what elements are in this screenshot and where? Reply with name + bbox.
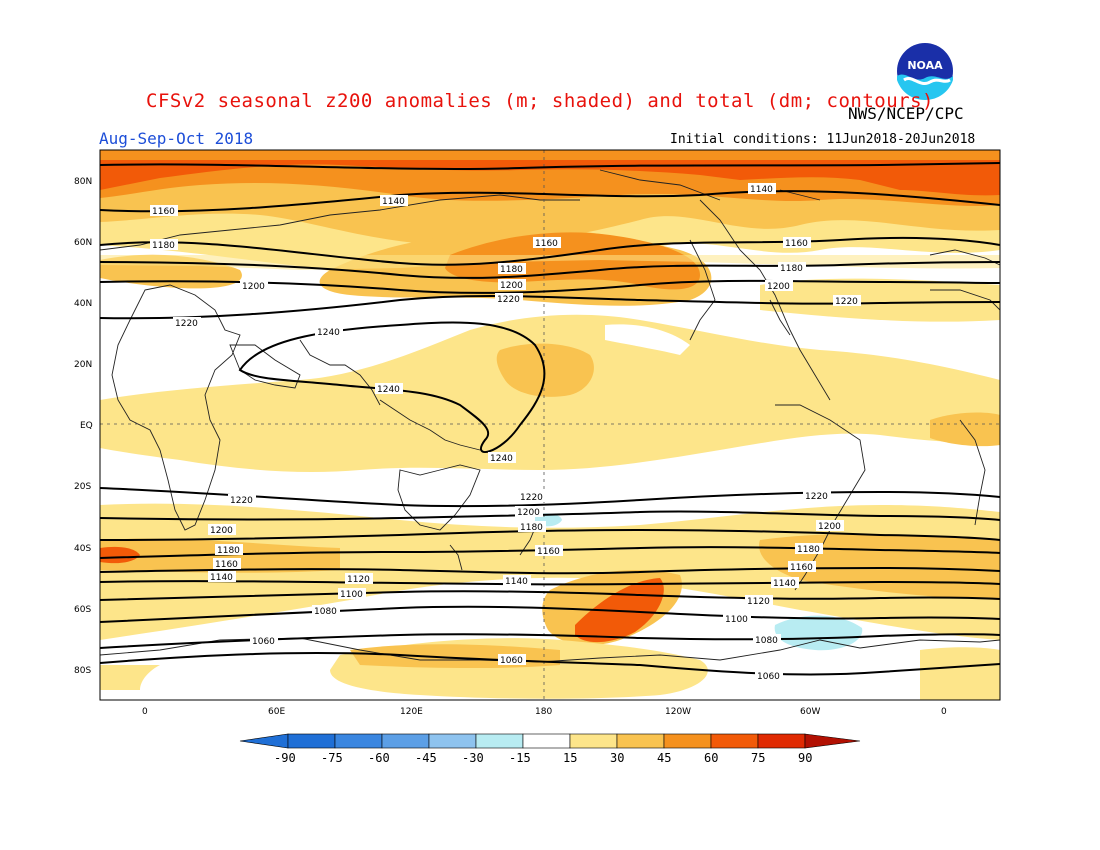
contour-label: 1060 xyxy=(252,637,275,647)
colorbar-tick: 30 xyxy=(610,751,624,765)
contour-label: 1220 xyxy=(835,297,858,307)
colorbar-tick: -15 xyxy=(509,751,531,765)
colorbar-swatch xyxy=(287,733,336,749)
colorbar-tick: -75 xyxy=(321,751,343,765)
colorbar-tick: -90 xyxy=(274,751,296,765)
longitude-labels: 0 60E 120E 180 120W 60W 0 xyxy=(142,707,947,717)
map-frame xyxy=(99,149,1001,701)
colorbar-swatch xyxy=(475,733,524,749)
contour-label: 1160 xyxy=(152,207,175,217)
contour-label: 1200 xyxy=(242,282,265,292)
contour-label: 1100 xyxy=(340,590,363,600)
lat-label: 60N xyxy=(74,238,92,248)
colorbar-arrow-left xyxy=(239,733,289,749)
height-contours xyxy=(100,162,1000,676)
contour-label: 1240 xyxy=(377,385,400,395)
contour-label: 1120 xyxy=(347,575,370,585)
colorbar-swatch xyxy=(381,733,430,749)
colorbar-swatch xyxy=(334,733,383,749)
colorbar-tick: 45 xyxy=(657,751,671,765)
contour-label: 1060 xyxy=(757,672,780,682)
lon-label: 120E xyxy=(400,707,423,717)
contour-label: 1180 xyxy=(500,265,523,275)
colorbar-swatch xyxy=(663,733,712,749)
contour-label: 1080 xyxy=(314,607,337,617)
colorbar-swatch xyxy=(522,733,571,749)
contour-label: 1200 xyxy=(818,522,841,532)
colorbar-swatch xyxy=(757,733,806,749)
colorbar-swatch xyxy=(616,733,665,749)
lat-label: 20N xyxy=(74,360,92,370)
contour-label: 1200 xyxy=(500,281,523,291)
noaa-logo-icon: NOAA xyxy=(895,41,955,101)
contour-label: 1160 xyxy=(537,547,560,557)
initial-conditions-label: Initial conditions: 11Jun2018-20Jun2018 xyxy=(670,132,976,147)
contour-label: 1200 xyxy=(767,282,790,292)
colorbar-swatch xyxy=(569,733,618,749)
contour-label: 1220 xyxy=(520,493,543,503)
contour-label: 1060 xyxy=(500,656,523,666)
colorbar-tick: 60 xyxy=(704,751,718,765)
lat-label: 40S xyxy=(74,544,91,554)
lon-label: 60W xyxy=(800,707,820,717)
contour-label: 1200 xyxy=(517,508,540,518)
lat-label: EQ xyxy=(80,421,93,431)
contour-label: 1180 xyxy=(520,523,543,533)
contour-label: 1220 xyxy=(175,319,198,329)
contour-label: 1220 xyxy=(497,295,520,305)
contour-label: 1180 xyxy=(152,241,175,251)
colorbar-swatch xyxy=(428,733,477,749)
contour-label: 1220 xyxy=(805,492,828,502)
contour-label: 1180 xyxy=(797,545,820,555)
contour-label: 1160 xyxy=(215,560,238,570)
logo-text: NOAA xyxy=(907,59,943,72)
colorbar-swatch xyxy=(710,733,759,749)
contour-label: 1180 xyxy=(780,264,803,274)
colorbar xyxy=(239,733,861,749)
latitude-labels: 80N 60N 40N 20N EQ 20S 40S 60S 80S xyxy=(74,177,93,676)
colorbar-arrow-right xyxy=(804,733,861,749)
colorbar-tick: 75 xyxy=(751,751,765,765)
lon-label: 60E xyxy=(268,707,285,717)
colorbar-tick: 90 xyxy=(798,751,812,765)
colorbar-tick: -45 xyxy=(415,751,437,765)
contour-label: 1140 xyxy=(505,577,528,587)
map-title: CFSv2 seasonal z200 anomalies (m; shaded… xyxy=(146,90,934,112)
contour-label: 1180 xyxy=(217,546,240,556)
contour-label: 1240 xyxy=(490,454,513,464)
contour-label: 1220 xyxy=(230,496,253,506)
lon-label: 0 xyxy=(941,707,947,717)
contour-label: 1120 xyxy=(747,597,770,607)
contour-label: 1140 xyxy=(210,573,233,583)
colorbar-tick: 15 xyxy=(563,751,577,765)
contour-label: 1140 xyxy=(773,579,796,589)
contour-label: 1240 xyxy=(317,328,340,338)
contour-label: 1160 xyxy=(535,239,558,249)
lat-label: 80N xyxy=(74,177,92,187)
contour-labels: 1160 1180 1200 1220 1140 1240 1240 1240 … xyxy=(150,183,861,682)
agency-label: NWS/NCEP/CPC xyxy=(848,104,964,123)
lat-label: 60S xyxy=(74,605,91,615)
contour-label: 1160 xyxy=(790,563,813,573)
contour-label: 1160 xyxy=(785,239,808,249)
contour-label: 1140 xyxy=(750,185,773,195)
season-label: Aug-Sep-Oct 2018 xyxy=(99,129,254,148)
lat-label: 20S xyxy=(74,482,91,492)
lon-label: 0 xyxy=(142,707,148,717)
contour-label: 1100 xyxy=(725,615,748,625)
contour-label: 1140 xyxy=(382,197,405,207)
lon-label: 120W xyxy=(665,707,691,717)
contour-label: 1200 xyxy=(210,526,233,536)
colorbar-tick: -60 xyxy=(368,751,390,765)
colorbar-tick: -30 xyxy=(462,751,484,765)
lat-label: 40N xyxy=(74,299,92,309)
lat-label: 80S xyxy=(74,666,91,676)
contour-label: 1080 xyxy=(755,636,778,646)
lon-label: 180 xyxy=(535,707,552,717)
colorbar-labels: -90 -75 -60 -45 -30 -15 15 30 45 60 75 9… xyxy=(274,751,812,765)
